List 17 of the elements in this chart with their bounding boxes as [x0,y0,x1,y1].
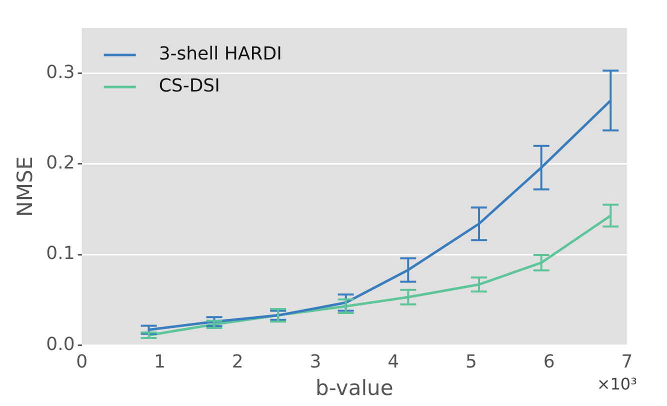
x-tick-label: 5 [466,352,477,373]
x-tick-label: 2 [232,352,244,373]
x-tick-label: 6 [543,352,555,373]
y-tick-label: 0.2 [46,152,75,174]
x-axis-title: b-value [316,376,394,400]
x-tick-label: 0 [76,352,88,373]
text: ×10³ [596,374,637,394]
x-tick-label: 1 [154,352,166,373]
y-axis-title: NMSE [13,156,38,217]
y-tick-label: 0.1 [46,243,75,264]
y-tick-label: 0.0 [46,334,75,355]
x-tick-label: 3 [310,352,322,373]
x-tick-label: 7 [621,352,633,373]
y-tick-label: 0.3 [46,62,75,83]
x-tick-label: 4 [388,352,400,373]
legend-label: CS-DSI [158,76,220,97]
legend-label: 3-shell HARDI [158,44,282,65]
